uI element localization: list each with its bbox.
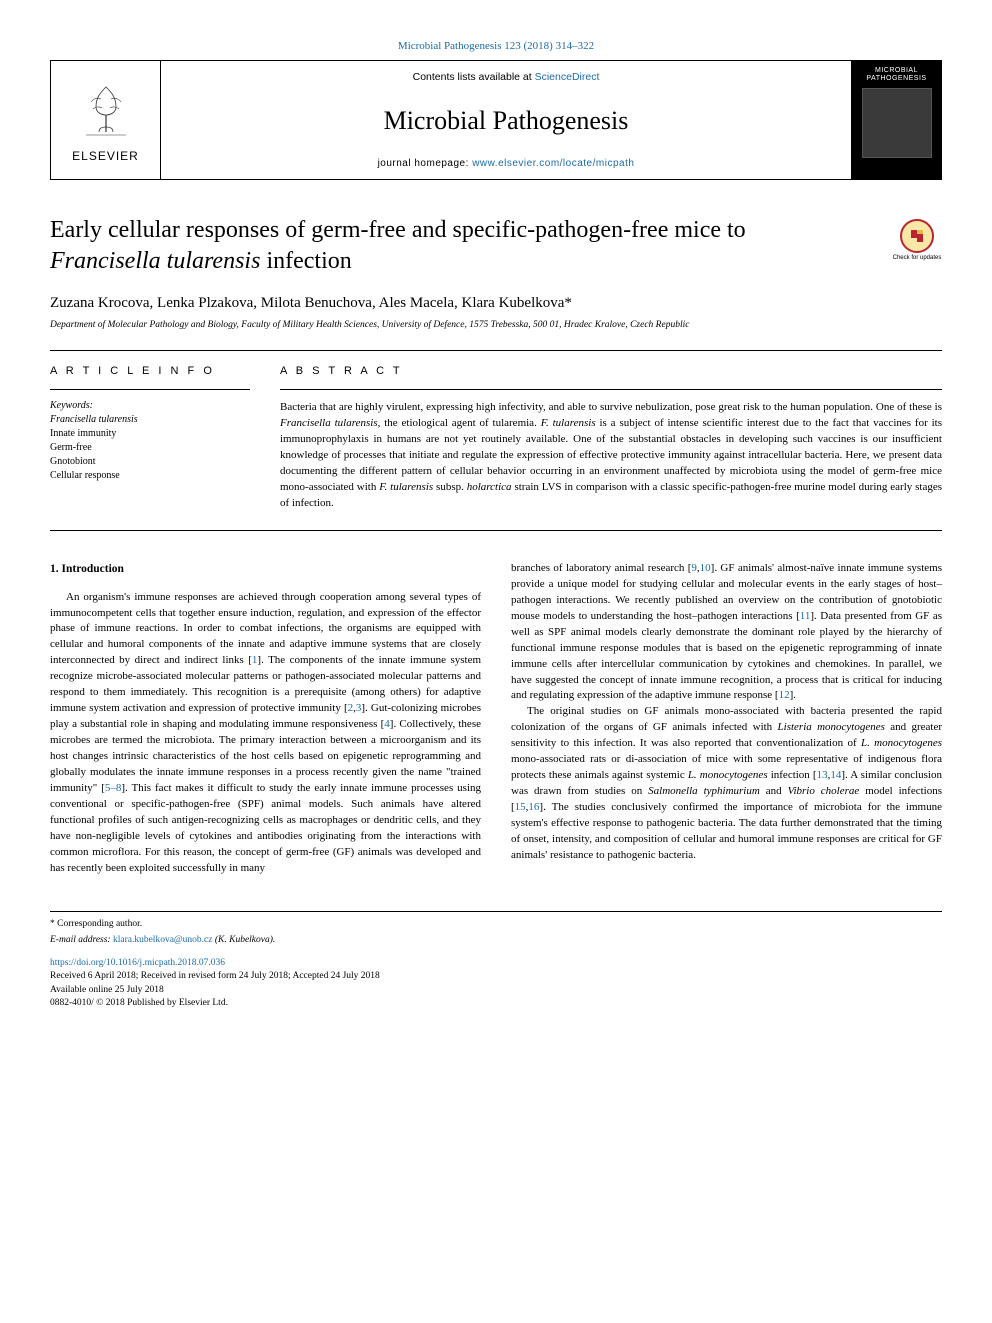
cover-image-placeholder [862, 88, 932, 158]
homepage-line: journal homepage: www.elsevier.com/locat… [378, 158, 635, 169]
contents-prefix: Contents lists available at [413, 71, 535, 83]
abs-t4: subsp. [433, 481, 467, 493]
b2it5: Vibrio cholerae [788, 785, 860, 797]
homepage-prefix: journal homepage: [378, 158, 473, 169]
b2e: ]. [790, 689, 796, 701]
ref-10[interactable]: 10 [700, 562, 711, 574]
keyword-1: Innate immunity [50, 427, 250, 441]
intro-paragraph-2: The original studies on GF animals mono-… [511, 704, 942, 863]
abs-it1: Francisella tularensis [280, 417, 378, 429]
authors-names: Zuzana Krocova, Lenka Plzakova, Milota B… [50, 295, 564, 311]
homepage-link[interactable]: www.elsevier.com/locate/micpath [472, 158, 634, 169]
b2it1: Listeria monocytogenes [778, 721, 885, 733]
b2p2k: and [760, 785, 788, 797]
b2d: ]. Data presented from GF as well as SPF… [511, 610, 942, 702]
elsevier-logo: ELSEVIER [51, 61, 161, 179]
email-line: E-mail address: klara.kubelkova@unob.cz … [50, 934, 942, 947]
contents-available-line: Contents lists available at ScienceDirec… [413, 71, 600, 83]
header-center: Contents lists available at ScienceDirec… [161, 61, 851, 179]
article-info-column: A R T I C L E I N F O Keywords: Francise… [50, 365, 250, 512]
body-two-column: 1. Introduction An organism's immune res… [50, 561, 942, 877]
authors-line: Zuzana Krocova, Lenka Plzakova, Milota B… [50, 295, 942, 312]
corresponding-author-note: * Corresponding author. [50, 918, 942, 931]
top-citation-link[interactable]: Microbial Pathogenesis 123 (2018) 314–32… [398, 40, 594, 52]
abstract-text: Bacteria that are highly virulent, expre… [280, 400, 942, 512]
b2p2o: ]. The studies conclusively confirmed th… [511, 801, 942, 861]
email-label: E-mail address: [50, 935, 113, 945]
title-line1: Early cellular responses of germ-free an… [50, 217, 746, 243]
b1f: ]. This fact makes it difficult to study… [50, 782, 481, 874]
abstract-column: A B S T R A C T Bacteria that are highly… [280, 365, 942, 512]
abstract-divider [280, 389, 942, 390]
abs-it2: F. tularensis [541, 417, 596, 429]
check-for-updates-badge[interactable]: Check for updates [892, 215, 942, 265]
copyright-line: 0882-4010/ © 2018 Published by Elsevier … [50, 997, 942, 1010]
ref-16[interactable]: 16 [528, 801, 539, 813]
title-italic-species: Francisella tularensis [50, 248, 260, 274]
elsevier-label: ELSEVIER [72, 149, 139, 163]
ref-11[interactable]: 11 [800, 610, 811, 622]
body-column-left: 1. Introduction An organism's immune res… [50, 561, 481, 877]
sciencedirect-link[interactable]: ScienceDirect [535, 71, 600, 83]
ref-15[interactable]: 15 [515, 801, 526, 813]
email-suffix: (K. Kubelkova). [212, 935, 275, 945]
intro-paragraph-1: An organism's immune responses are achie… [50, 590, 481, 877]
top-citation: Microbial Pathogenesis 123 (2018) 314–32… [50, 40, 942, 52]
crossmark-icon [900, 219, 934, 253]
journal-cover-thumbnail: MICROBIAL PATHOGENESIS [851, 61, 941, 179]
keywords-label: Keywords: [50, 400, 250, 411]
b2it2: L. monocytogenes [861, 737, 942, 749]
abs-t2: , the etiological agent of tularemia. [378, 417, 541, 429]
available-line: Available online 25 July 2018 [50, 984, 942, 997]
check-updates-label: Check for updates [893, 255, 942, 261]
article-info-heading: A R T I C L E I N F O [50, 365, 250, 377]
divider-bottom [50, 530, 942, 531]
info-divider [50, 389, 250, 390]
ref-13[interactable]: 13 [817, 769, 828, 781]
journal-name: Microbial Pathogenesis [384, 106, 629, 136]
title-row: Early cellular responses of germ-free an… [50, 215, 942, 277]
keyword-0: Francisella tularensis [50, 413, 250, 427]
doi-line: https://doi.org/10.1016/j.micpath.2018.0… [50, 957, 942, 970]
abs-it4: holarctica [467, 481, 512, 493]
doi-link[interactable]: https://doi.org/10.1016/j.micpath.2018.0… [50, 958, 225, 968]
email-link[interactable]: klara.kubelkova@unob.cz [113, 935, 213, 945]
b2it4: Salmonella typhimurium [648, 785, 760, 797]
journal-header: ELSEVIER Contents lists available at Sci… [50, 60, 942, 180]
received-line: Received 6 April 2018; Received in revis… [50, 970, 942, 983]
abs-it3: F. tularensis [379, 481, 433, 493]
article-title: Early cellular responses of germ-free an… [50, 215, 892, 277]
intro-paragraph-1-cont: branches of laboratory animal research [… [511, 561, 942, 704]
keyword-2: Germ-free [50, 441, 250, 455]
ref-12[interactable]: 12 [779, 689, 790, 701]
b2a: branches of laboratory animal research [ [511, 562, 691, 574]
elsevier-tree-icon [71, 77, 141, 147]
page-root: Microbial Pathogenesis 123 (2018) 314–32… [0, 0, 992, 1050]
title-line2-rest: infection [260, 248, 351, 274]
b2it3: L. monocytogenes [688, 769, 768, 781]
keyword-4: Cellular response [50, 469, 250, 483]
corresponding-mark-link[interactable]: * [564, 295, 572, 311]
section-1-heading: 1. Introduction [50, 561, 481, 578]
footer-block: * Corresponding author. E-mail address: … [50, 911, 942, 1010]
info-abstract-row: A R T I C L E I N F O Keywords: Francise… [50, 351, 942, 530]
keyword-3: Gnotobiont [50, 455, 250, 469]
cover-title: MICROBIAL PATHOGENESIS [856, 67, 937, 82]
ref-14[interactable]: 14 [830, 769, 841, 781]
ref-5-8[interactable]: 5–8 [105, 782, 122, 794]
body-column-right: branches of laboratory animal research [… [511, 561, 942, 877]
abs-t1: Bacteria that are highly virulent, expre… [280, 401, 942, 413]
affiliation: Department of Molecular Pathology and Bi… [50, 320, 942, 330]
abstract-heading: A B S T R A C T [280, 365, 942, 377]
b2p2g: infection [ [768, 769, 817, 781]
